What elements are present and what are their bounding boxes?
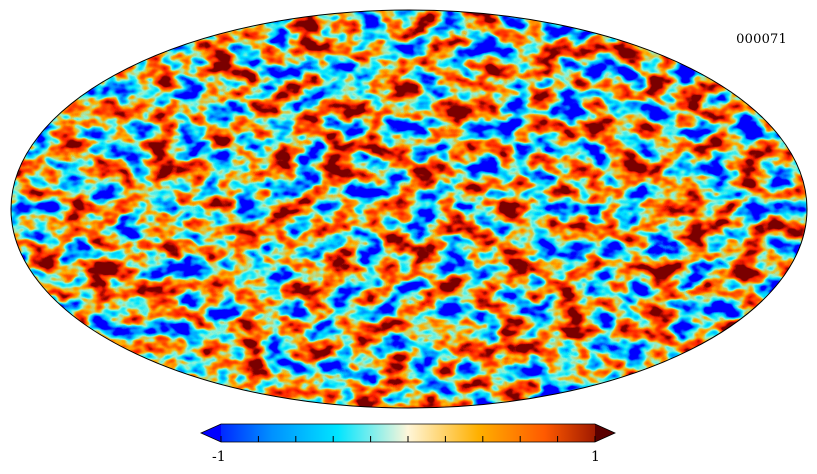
colorbar-min-label: -1 (212, 449, 226, 465)
colorbar-max-label: 1 (591, 449, 600, 465)
colorbar-bar (201, 424, 615, 442)
colorbar (200, 423, 616, 443)
colorbar-left-extend (201, 424, 221, 442)
colorbar-right-extend (595, 424, 615, 442)
colorbar-ticks (220, 436, 596, 442)
map-index-label: 000071 (736, 32, 787, 47)
sky-map (10, 9, 808, 409)
sky-map-field (11, 10, 807, 408)
sky-map-outline (10, 9, 808, 409)
